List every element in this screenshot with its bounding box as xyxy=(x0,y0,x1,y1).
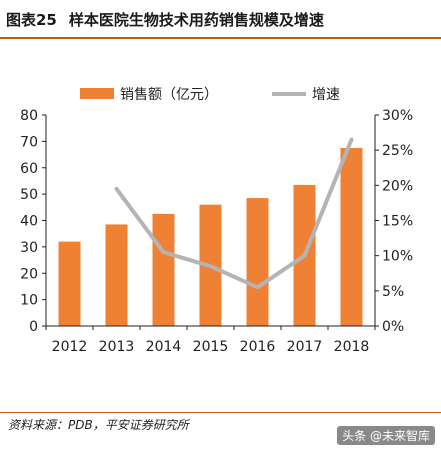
line-series-growth xyxy=(114,137,354,290)
y-left-tick-label: 40 xyxy=(20,214,38,230)
x-tick-label: 2018 xyxy=(334,339,370,355)
x-tick-label: 2012 xyxy=(52,339,88,355)
bar xyxy=(340,147,363,326)
x-tick-label: 2015 xyxy=(193,339,229,355)
y-left-tick-label: 10 xyxy=(20,293,38,309)
y-right-tick-label: 25% xyxy=(382,143,413,159)
y-right-tick-label: 30% xyxy=(382,108,413,124)
y-left-tick-label: 30 xyxy=(20,240,38,256)
x-tick-label: 2016 xyxy=(240,339,276,355)
figure-number: 图表25 xyxy=(6,11,57,29)
y-right-tick-label: 15% xyxy=(382,214,413,230)
x-tick-label: 2014 xyxy=(146,339,182,355)
y-left-tick-label: 0 xyxy=(29,319,38,335)
header-rule xyxy=(0,37,441,39)
bar xyxy=(246,198,269,326)
legend-label-line: 增速 xyxy=(312,87,340,103)
figure-title: 图表25 样本医院生物技术用药销售规模及增速 xyxy=(6,9,324,30)
y-left-tick-label: 60 xyxy=(20,161,38,177)
y-right-tick-label: 0% xyxy=(382,319,404,335)
figure-title-text: 样本医院生物技术用药销售规模及增速 xyxy=(68,11,324,29)
source-note: 资料来源：PDB，平安证券研究所 xyxy=(8,418,189,432)
footer-rule xyxy=(0,412,441,413)
x-tick-label: 2017 xyxy=(287,339,323,355)
y-left-tick-label: 50 xyxy=(20,187,38,203)
bar xyxy=(105,224,128,326)
y-right-tick-label: 10% xyxy=(382,249,413,265)
legend-label-bar: 销售额（亿元） xyxy=(120,87,218,103)
y-left-tick-label: 80 xyxy=(20,108,38,124)
y-right-tick-label: 20% xyxy=(382,178,413,194)
bar xyxy=(152,213,175,326)
y-left-tick-label: 70 xyxy=(20,134,38,150)
figure-header: 图表25 样本医院生物技术用药销售规模及增速 xyxy=(0,0,441,39)
y-left-tick-label: 20 xyxy=(20,266,38,282)
legend-swatch-bar xyxy=(80,88,114,99)
chart: 销售额（亿元） 增速 0 10 20 30 40 50 60 70 80 0% 5% 10% 15% 20% 2… xyxy=(20,87,413,355)
y-right-tick-label: 5% xyxy=(382,284,404,300)
x-tick-label: 2013 xyxy=(99,339,135,355)
bar xyxy=(58,241,81,326)
watermark: 头条 @未来智库 xyxy=(337,426,435,445)
